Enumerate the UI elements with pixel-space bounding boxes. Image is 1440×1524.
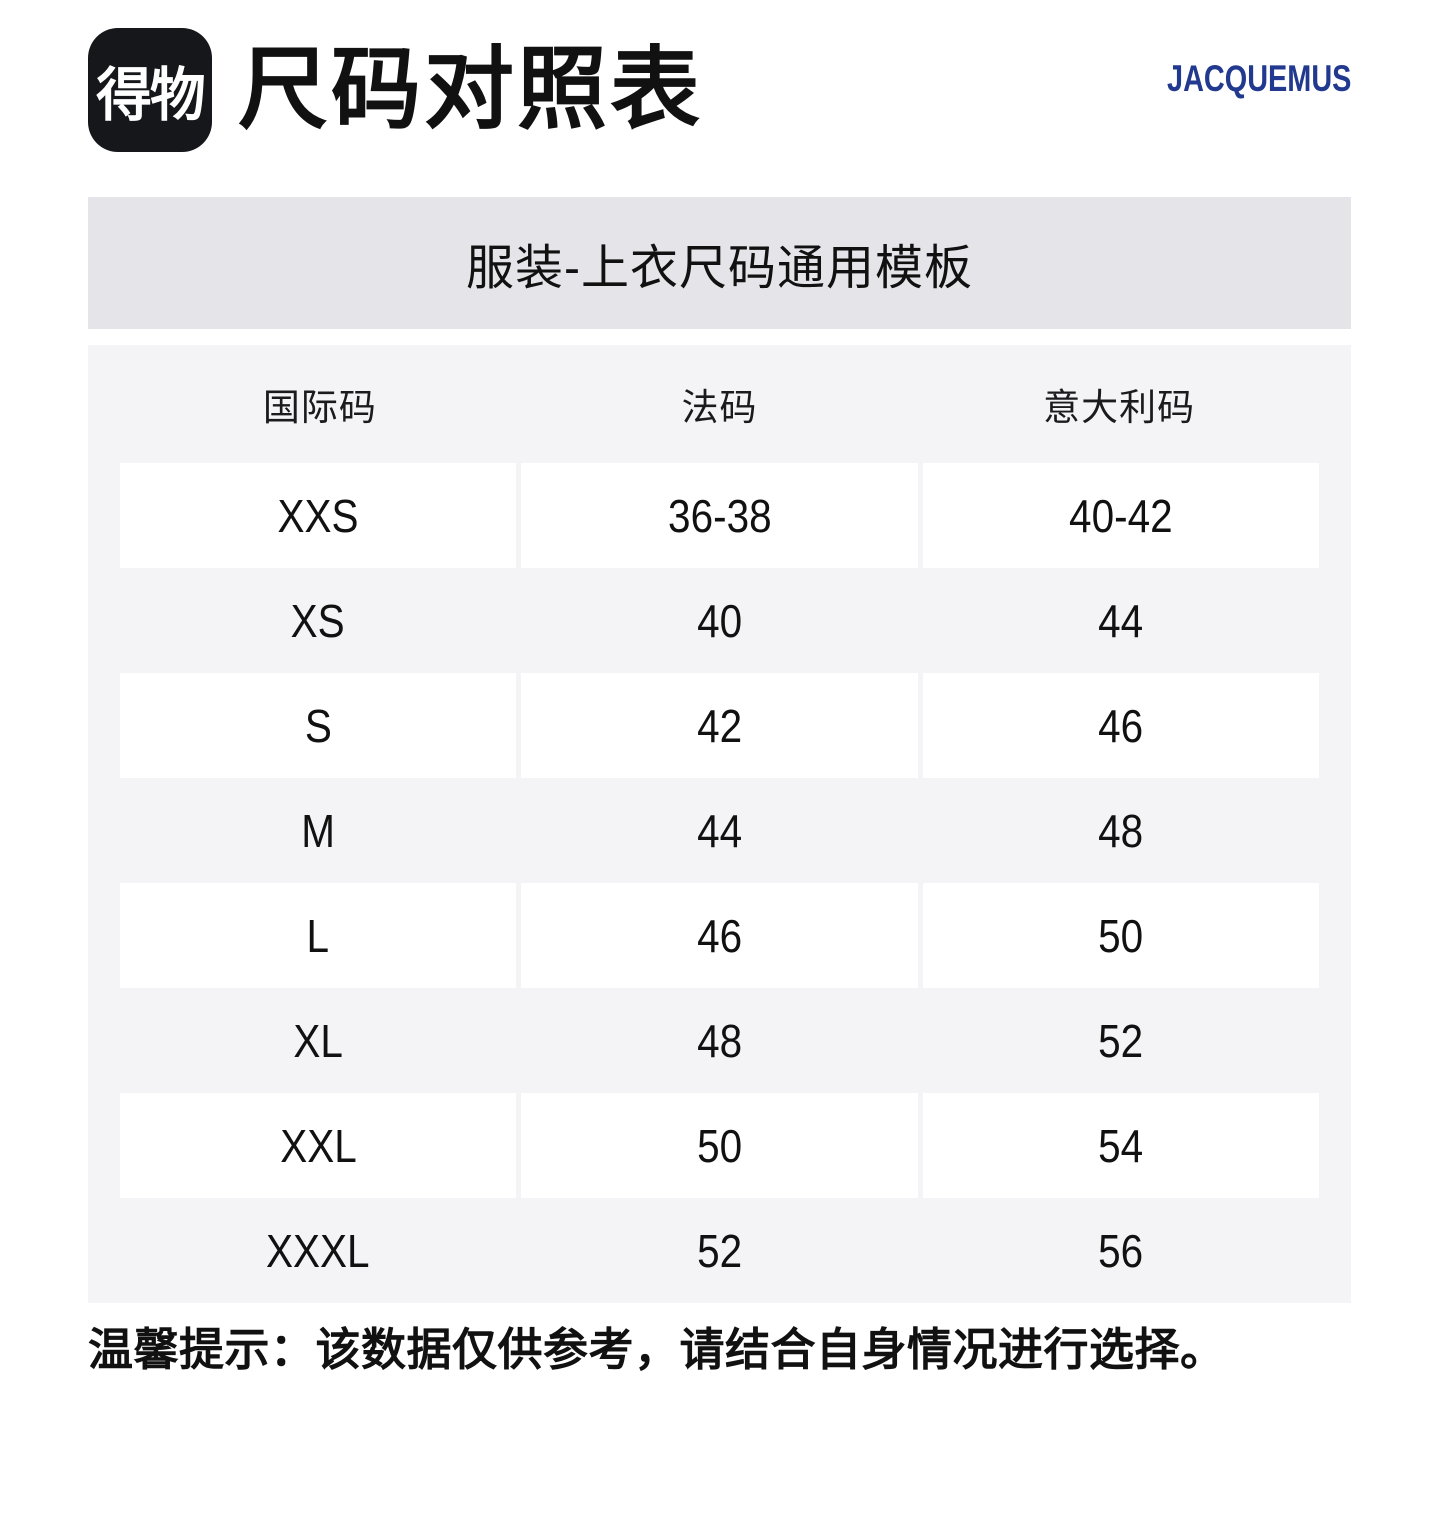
cell-italian-size: 56 xyxy=(1098,1224,1144,1277)
cell-italian-size: 54 xyxy=(922,1093,1319,1198)
template-banner: 服装-上衣尺码通用模板 xyxy=(88,197,1351,329)
size-table-header-row: 国际码 法码 意大利码 xyxy=(88,345,1351,463)
page-title: 尺码对照表 xyxy=(238,40,703,140)
cell-french-size: 44 xyxy=(696,804,743,857)
cell-international-size: XS xyxy=(291,594,346,647)
cell-italian-size: 50 xyxy=(922,883,1319,988)
size-table-row: L 46 50 xyxy=(120,883,1319,988)
cell-international-size: XL xyxy=(293,1014,343,1067)
template-banner-title: 服装-上衣尺码通用模板 xyxy=(466,242,973,295)
cell-international-size: S xyxy=(120,673,517,778)
size-table-row: XL 48 52 xyxy=(120,988,1319,1093)
page-header: 得物 尺码对照表 JACQUEMUS xyxy=(88,28,1351,152)
size-table-row: S 42 46 xyxy=(120,673,1319,778)
dewu-logo-text: 得物 xyxy=(96,63,205,128)
cell-italian-size: 46 xyxy=(922,673,1319,778)
size-table-row: XXS 36-38 40-42 xyxy=(120,463,1319,568)
cell-italian-size: 52 xyxy=(1098,1014,1144,1067)
size-table-row: XXL 50 54 xyxy=(120,1093,1319,1198)
cell-international-size: XXL xyxy=(120,1093,517,1198)
cell-french-size: 40 xyxy=(696,594,743,647)
cell-italian-size: 48 xyxy=(1098,804,1144,857)
cell-french-size: 42 xyxy=(521,673,918,778)
column-header-italian: 意大利码 xyxy=(1043,387,1196,428)
tip-body: 该数据仅供参考，请结合自身情况进行选择。 xyxy=(315,1324,1226,1375)
cell-italian-size: 40-42 xyxy=(922,463,1319,568)
brand-logo: JACQUEMUS xyxy=(1166,58,1351,99)
cell-international-size: XXS xyxy=(120,463,517,568)
cell-international-size: XXXL xyxy=(266,1224,370,1277)
dewu-logo: 得物 xyxy=(88,28,212,152)
column-header-french: 法码 xyxy=(681,387,758,428)
tip-text: 温馨提示：该数据仅供参考，请结合自身情况进行选择。 xyxy=(88,1322,1226,1378)
cell-french-size: 50 xyxy=(521,1093,918,1198)
cell-international-size: L xyxy=(120,883,517,988)
cell-french-size: 46 xyxy=(521,883,918,988)
cell-international-size: M xyxy=(301,804,336,857)
size-table-row: XXXL 52 56 xyxy=(120,1198,1319,1303)
cell-french-size: 36-38 xyxy=(521,463,918,568)
cell-italian-size: 44 xyxy=(1098,594,1144,647)
cell-french-size: 52 xyxy=(696,1224,743,1277)
column-header-international: 国际码 xyxy=(262,387,377,428)
size-table-row: M 44 48 xyxy=(120,778,1319,883)
tip-label: 温馨提示： xyxy=(88,1324,316,1375)
size-table-row: XS 40 44 xyxy=(120,568,1319,673)
cell-french-size: 48 xyxy=(696,1014,743,1067)
size-table-body: XXS 36-38 40-42 XS 40 44 S 42 46 M 44 48… xyxy=(88,463,1351,1303)
size-table: 国际码 法码 意大利码 XXS 36-38 40-42 XS 40 44 S 4… xyxy=(88,345,1351,1303)
